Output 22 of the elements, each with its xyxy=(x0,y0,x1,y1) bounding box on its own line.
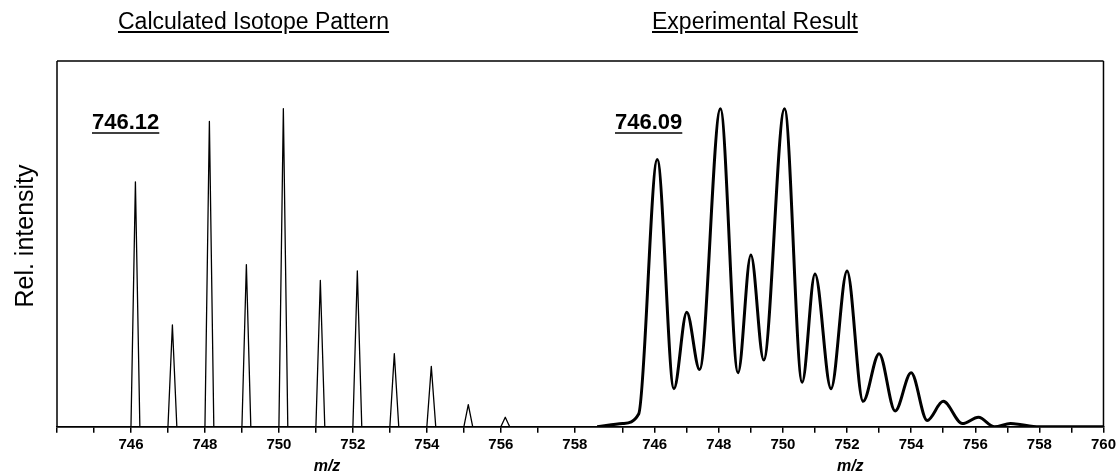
x-tick-label: 754 xyxy=(414,434,441,452)
x-tick-label: 750 xyxy=(770,434,796,452)
x-axis-title: m/z xyxy=(836,456,864,474)
x-tick-label: 746 xyxy=(642,434,668,452)
chart-title: Experimental Result xyxy=(652,8,858,35)
x-tick-label: 760 xyxy=(1090,434,1116,452)
x-tick-label: 754 xyxy=(898,434,925,452)
x-tick-label: 752 xyxy=(340,434,366,452)
x-tick-label: 752 xyxy=(834,434,860,452)
chart-title: Calculated Isotope Pattern xyxy=(118,8,390,35)
x-tick-label: 756 xyxy=(962,434,988,452)
annotation: 746.12 xyxy=(92,109,160,134)
x-tick-label: 748 xyxy=(192,434,218,452)
x-tick-label: 756 xyxy=(488,434,514,452)
x-tick-label: 748 xyxy=(706,434,732,452)
y-axis-title: Rel. intensity xyxy=(9,164,39,308)
annotation: 746.09 xyxy=(615,109,683,134)
x-tick-label: 758 xyxy=(1026,434,1052,452)
x-tick-label: 750 xyxy=(266,434,292,452)
x-tick-label: 746 xyxy=(118,434,144,452)
x-axis-title: m/z xyxy=(313,456,341,474)
x-tick-label: 758 xyxy=(562,434,588,452)
